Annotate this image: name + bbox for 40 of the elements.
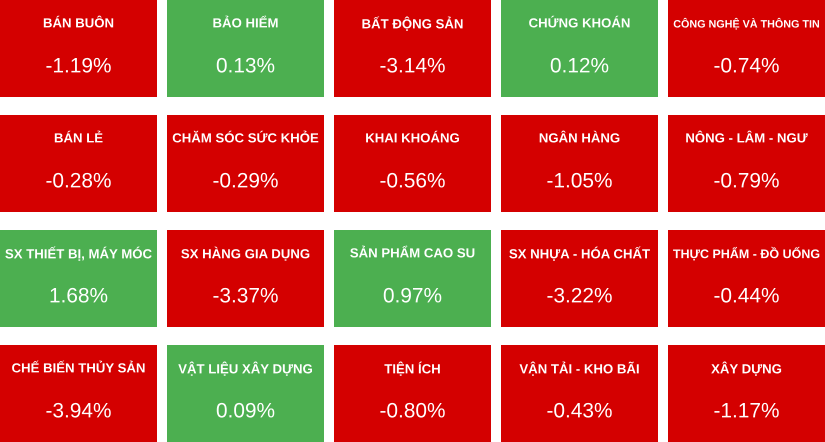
category-label: CHẾ BIẾN THỦY SẢN [12,360,145,373]
category-label: SX THIẾT BỊ, MÁY MÓC [5,246,152,261]
data-label: -3.22% [547,288,612,303]
category-label: CHĂM SÓC SỨC KHỎE [172,130,318,143]
category-label: CÔNG NGHỆ VÀ THÔNG TIN [674,18,820,30]
category-label: XÂY DỰNG [711,362,782,376]
data-label: -1.17% [714,402,779,418]
category-label: CHỨNG KHOÁN [529,16,630,28]
data-label: 0.97% [384,288,442,303]
category-label: SX NHỰA - HÓA CHẤT [509,246,650,261]
category-label: VẬT LIỆU XÂY DỰNG [178,362,312,376]
category-label: NÔNG - LÂM - NGƯ [686,130,808,143]
category-label: SẢN PHẨM CAO SU [350,246,474,258]
data-label: -0.74% [714,58,779,73]
category-label: NGÂN HÀNG [540,130,620,143]
category-label: KHAI KHOÁNG [366,130,459,143]
data-label: -0.80% [380,402,445,418]
category-label: SX HÀNG GIA DỤNG [181,246,310,261]
data-label: -0.56% [380,172,445,188]
data-label: -3.37% [213,288,278,303]
data-label: -0.44% [714,288,779,303]
category-label: BẤT ĐỘNG SẢN [362,16,463,31]
data-label: -0.29% [213,172,278,188]
category-label: BÁN LẺ [54,130,103,142]
data-label: -3.14% [380,58,445,73]
data-label: -0.79% [714,172,779,188]
data-label: -0.43% [547,402,612,418]
category-label: BẢO HIỂM [213,16,278,28]
data-label: 0.13% [216,58,274,73]
data-label: -3.94% [46,402,111,418]
data-label: -1.19% [46,58,111,73]
category-label: BÁN BUÔN [44,16,114,28]
category-label: VẬN TẢI - KHO BÃI [519,362,639,376]
category-label: THỰC PHẨM - ĐỒ UỐNG [673,246,820,260]
data-label: 0.09% [216,402,274,418]
data-label: 0.12% [550,58,608,73]
data-label: -0.28% [46,172,111,188]
data-label: -1.05% [547,172,612,188]
data-label: 1.68% [50,288,108,303]
category-label: TIỆN ÍCH [384,362,440,376]
